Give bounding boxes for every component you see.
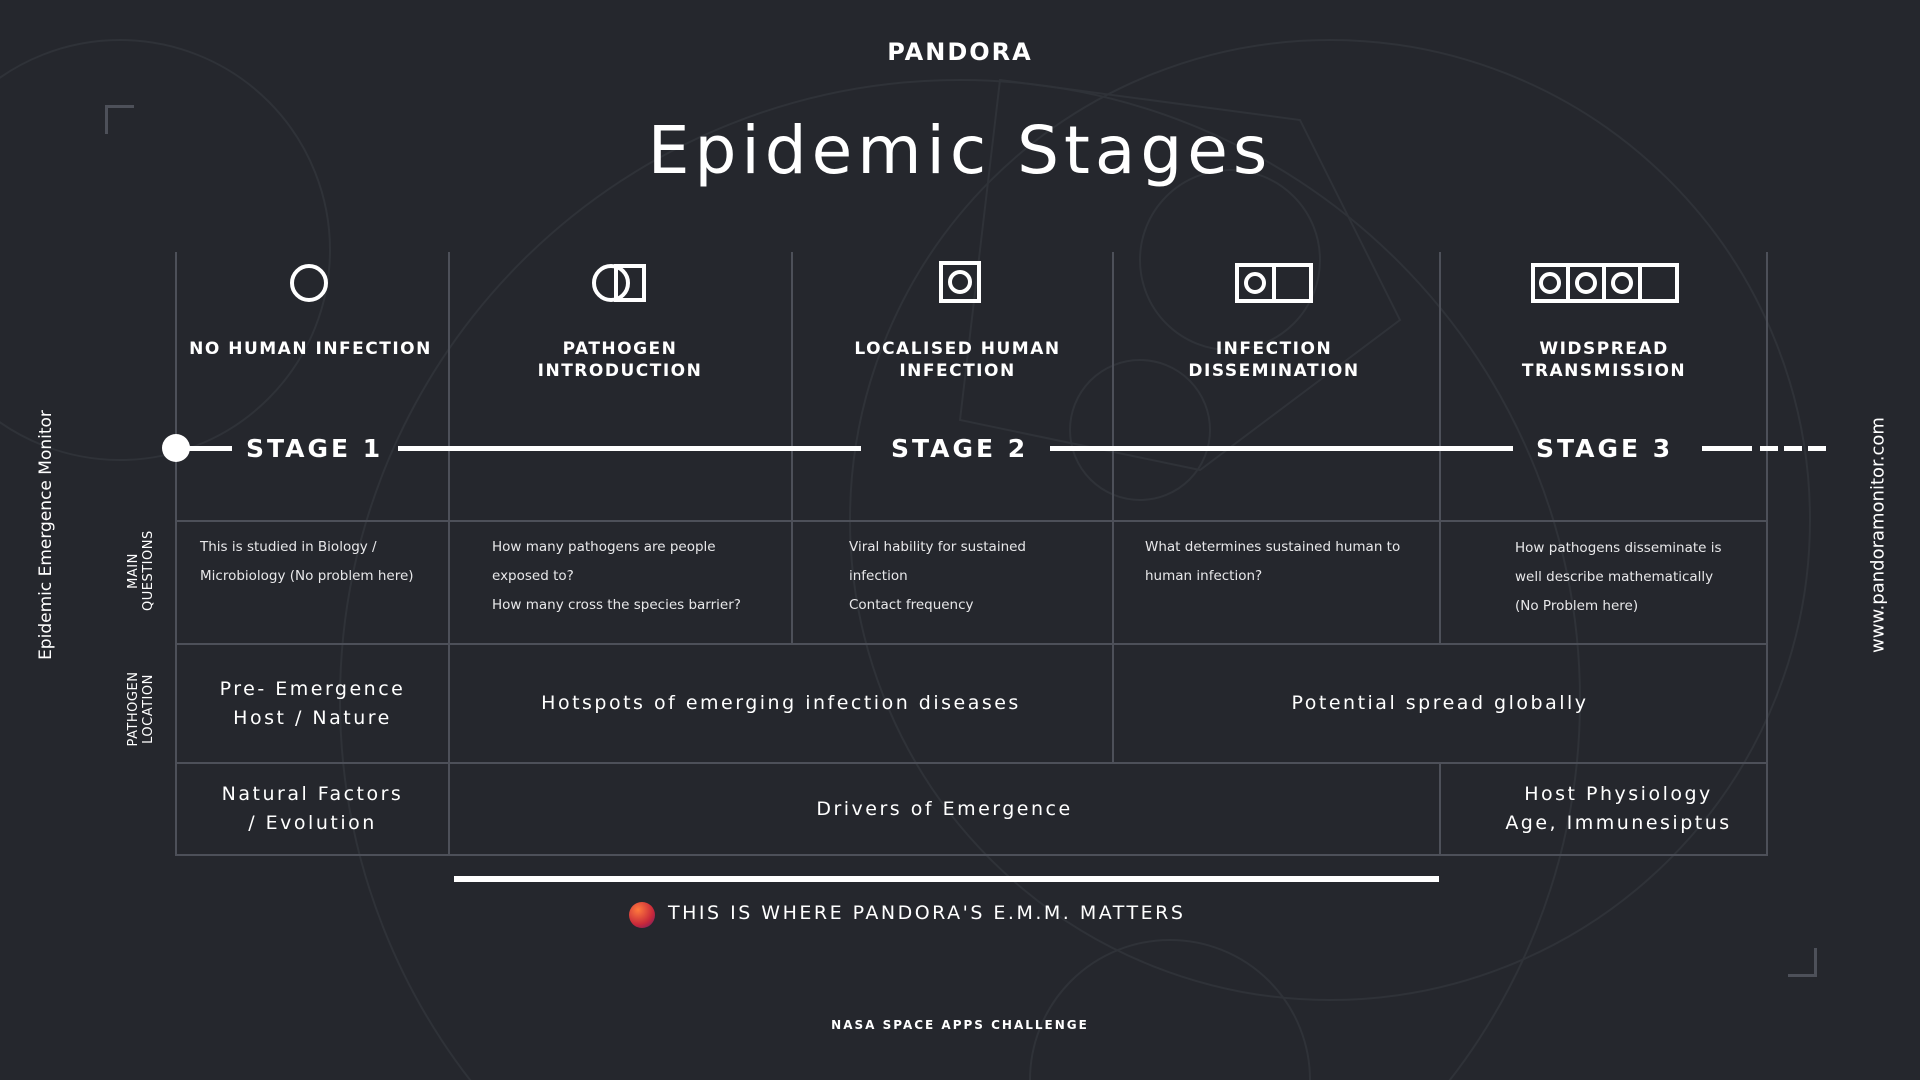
factors-line: Natural Factors: [221, 783, 404, 805]
corner-bracket-top-left: [105, 105, 134, 134]
brand-logo-text: PANDORA: [887, 38, 1033, 66]
pandora-planet-icon: [629, 902, 655, 928]
stage-label-infection-dissemination: INFECTION DISSEMINATION: [1188, 339, 1360, 381]
question-line: exposed to?: [492, 568, 574, 584]
question-cell-3: Viral hability for sustained infection C…: [849, 533, 1099, 620]
four-box-icon: [1531, 263, 1679, 303]
stage-label-widspread-transmission: WIDSPREAD TRANSMISSION: [1521, 339, 1687, 381]
location-pre-emergence: Pre- Emergence Host / Nature: [177, 645, 448, 762]
question-line: Viral hability for sustained: [849, 539, 1027, 555]
boxed-circle-icon: [939, 261, 981, 303]
grid-line-h4: [175, 854, 1768, 856]
grid-line-h1: [175, 520, 1768, 522]
grid-line-v2: [448, 252, 450, 856]
location-line: Host / Nature: [233, 706, 392, 729]
timeline-dash-2: [1784, 446, 1802, 451]
side-label-left: Epidemic Emergence Monitor: [36, 410, 56, 660]
row-label-text: PATHOGEN LOCATION: [126, 671, 156, 747]
timeline-segment-0: [185, 446, 232, 451]
question-line: How many pathogens are people: [492, 539, 716, 555]
challenge-credit: NASA SPACE APPS CHALLENGE: [831, 1018, 1089, 1032]
overlap-circle-icon: [592, 264, 646, 302]
grid-line-v5b: [1439, 762, 1441, 856]
two-box-icon: [1235, 263, 1313, 303]
row-label-pathogen-location: PATHOGEN LOCATION: [126, 664, 156, 754]
timeline-dash-3: [1808, 446, 1826, 451]
question-cell-1: This is studied in Biology / Microbiolog…: [200, 533, 440, 591]
timeline-stage-3: STAGE 3: [1536, 434, 1674, 463]
location-line: Pre- Emergence: [219, 677, 406, 700]
factors-line: Host Physiology: [1524, 783, 1713, 805]
location-hotspots: Hotspots of emerging infection diseases: [541, 692, 1021, 714]
question-line: human infection?: [1145, 568, 1263, 584]
question-line: How many cross the species barrier?: [492, 597, 741, 613]
question-line: (No Problem here): [1515, 598, 1639, 614]
row-label-text: MAIN QUESTIONS: [126, 530, 156, 611]
timeline-segment-1: [398, 446, 861, 451]
page-title: Epidemic Stages: [647, 112, 1273, 189]
grid-line-h3: [175, 762, 1768, 764]
question-cell-5: How pathogens disseminate is well descri…: [1515, 534, 1760, 621]
grid-line-v6: [1766, 252, 1768, 856]
timeline-segment-2: [1050, 446, 1513, 451]
stage-label-no-human-infection: NO HUMAN INFECTION: [189, 339, 432, 359]
question-cell-2: How many pathogens are people exposed to…: [492, 533, 782, 620]
grid-line-h2: [175, 643, 1768, 645]
question-line: What determines sustained human to: [1145, 539, 1401, 555]
timeline-segment-3: [1702, 446, 1752, 451]
stage-label-localised-human-infection: LOCALISED HUMAN INFECTION: [854, 339, 1061, 381]
grid-line-v4: [1112, 252, 1114, 762]
factors-natural: Natural Factors / Evolution: [177, 764, 448, 854]
row-label-main-questions: MAIN QUESTIONS: [126, 530, 156, 611]
emm-matters-text: THIS IS WHERE PANDORA'S E.M.M. MATTERS: [668, 902, 1186, 924]
factors-line: / Evolution: [248, 812, 377, 834]
timeline-stage-1: STAGE 1: [246, 434, 384, 463]
corner-bracket-bottom-right: [1788, 948, 1817, 977]
question-line: How pathogens disseminate is: [1515, 540, 1722, 556]
factors-host: Host Physiology Age, Immunesiptus: [1441, 764, 1796, 854]
side-label-right: www.pandoramonitor.com: [1867, 417, 1889, 653]
question-line: infection: [849, 568, 908, 584]
factors-line: Age, Immunesiptus: [1505, 812, 1732, 834]
question-line: well describe mathematically: [1515, 569, 1714, 585]
grid-line-v1: [175, 252, 177, 856]
circle-icon: [290, 264, 328, 302]
question-line: Contact frequency: [849, 597, 974, 613]
timeline-stage-2: STAGE 2: [891, 434, 1029, 463]
question-cell-4: What determines sustained human to human…: [1145, 533, 1435, 591]
stage-label-pathogen-introduction: PATHOGEN INTRODUCTION: [537, 339, 703, 381]
location-spread: Potential spread globally: [1291, 692, 1589, 714]
factors-drivers: Drivers of Emergence: [816, 797, 1073, 820]
emm-scope-bar: [454, 876, 1439, 882]
question-line: Microbiology (No problem here): [200, 568, 414, 584]
timeline-dash-1: [1760, 446, 1778, 451]
question-line: This is studied in Biology /: [200, 539, 377, 555]
